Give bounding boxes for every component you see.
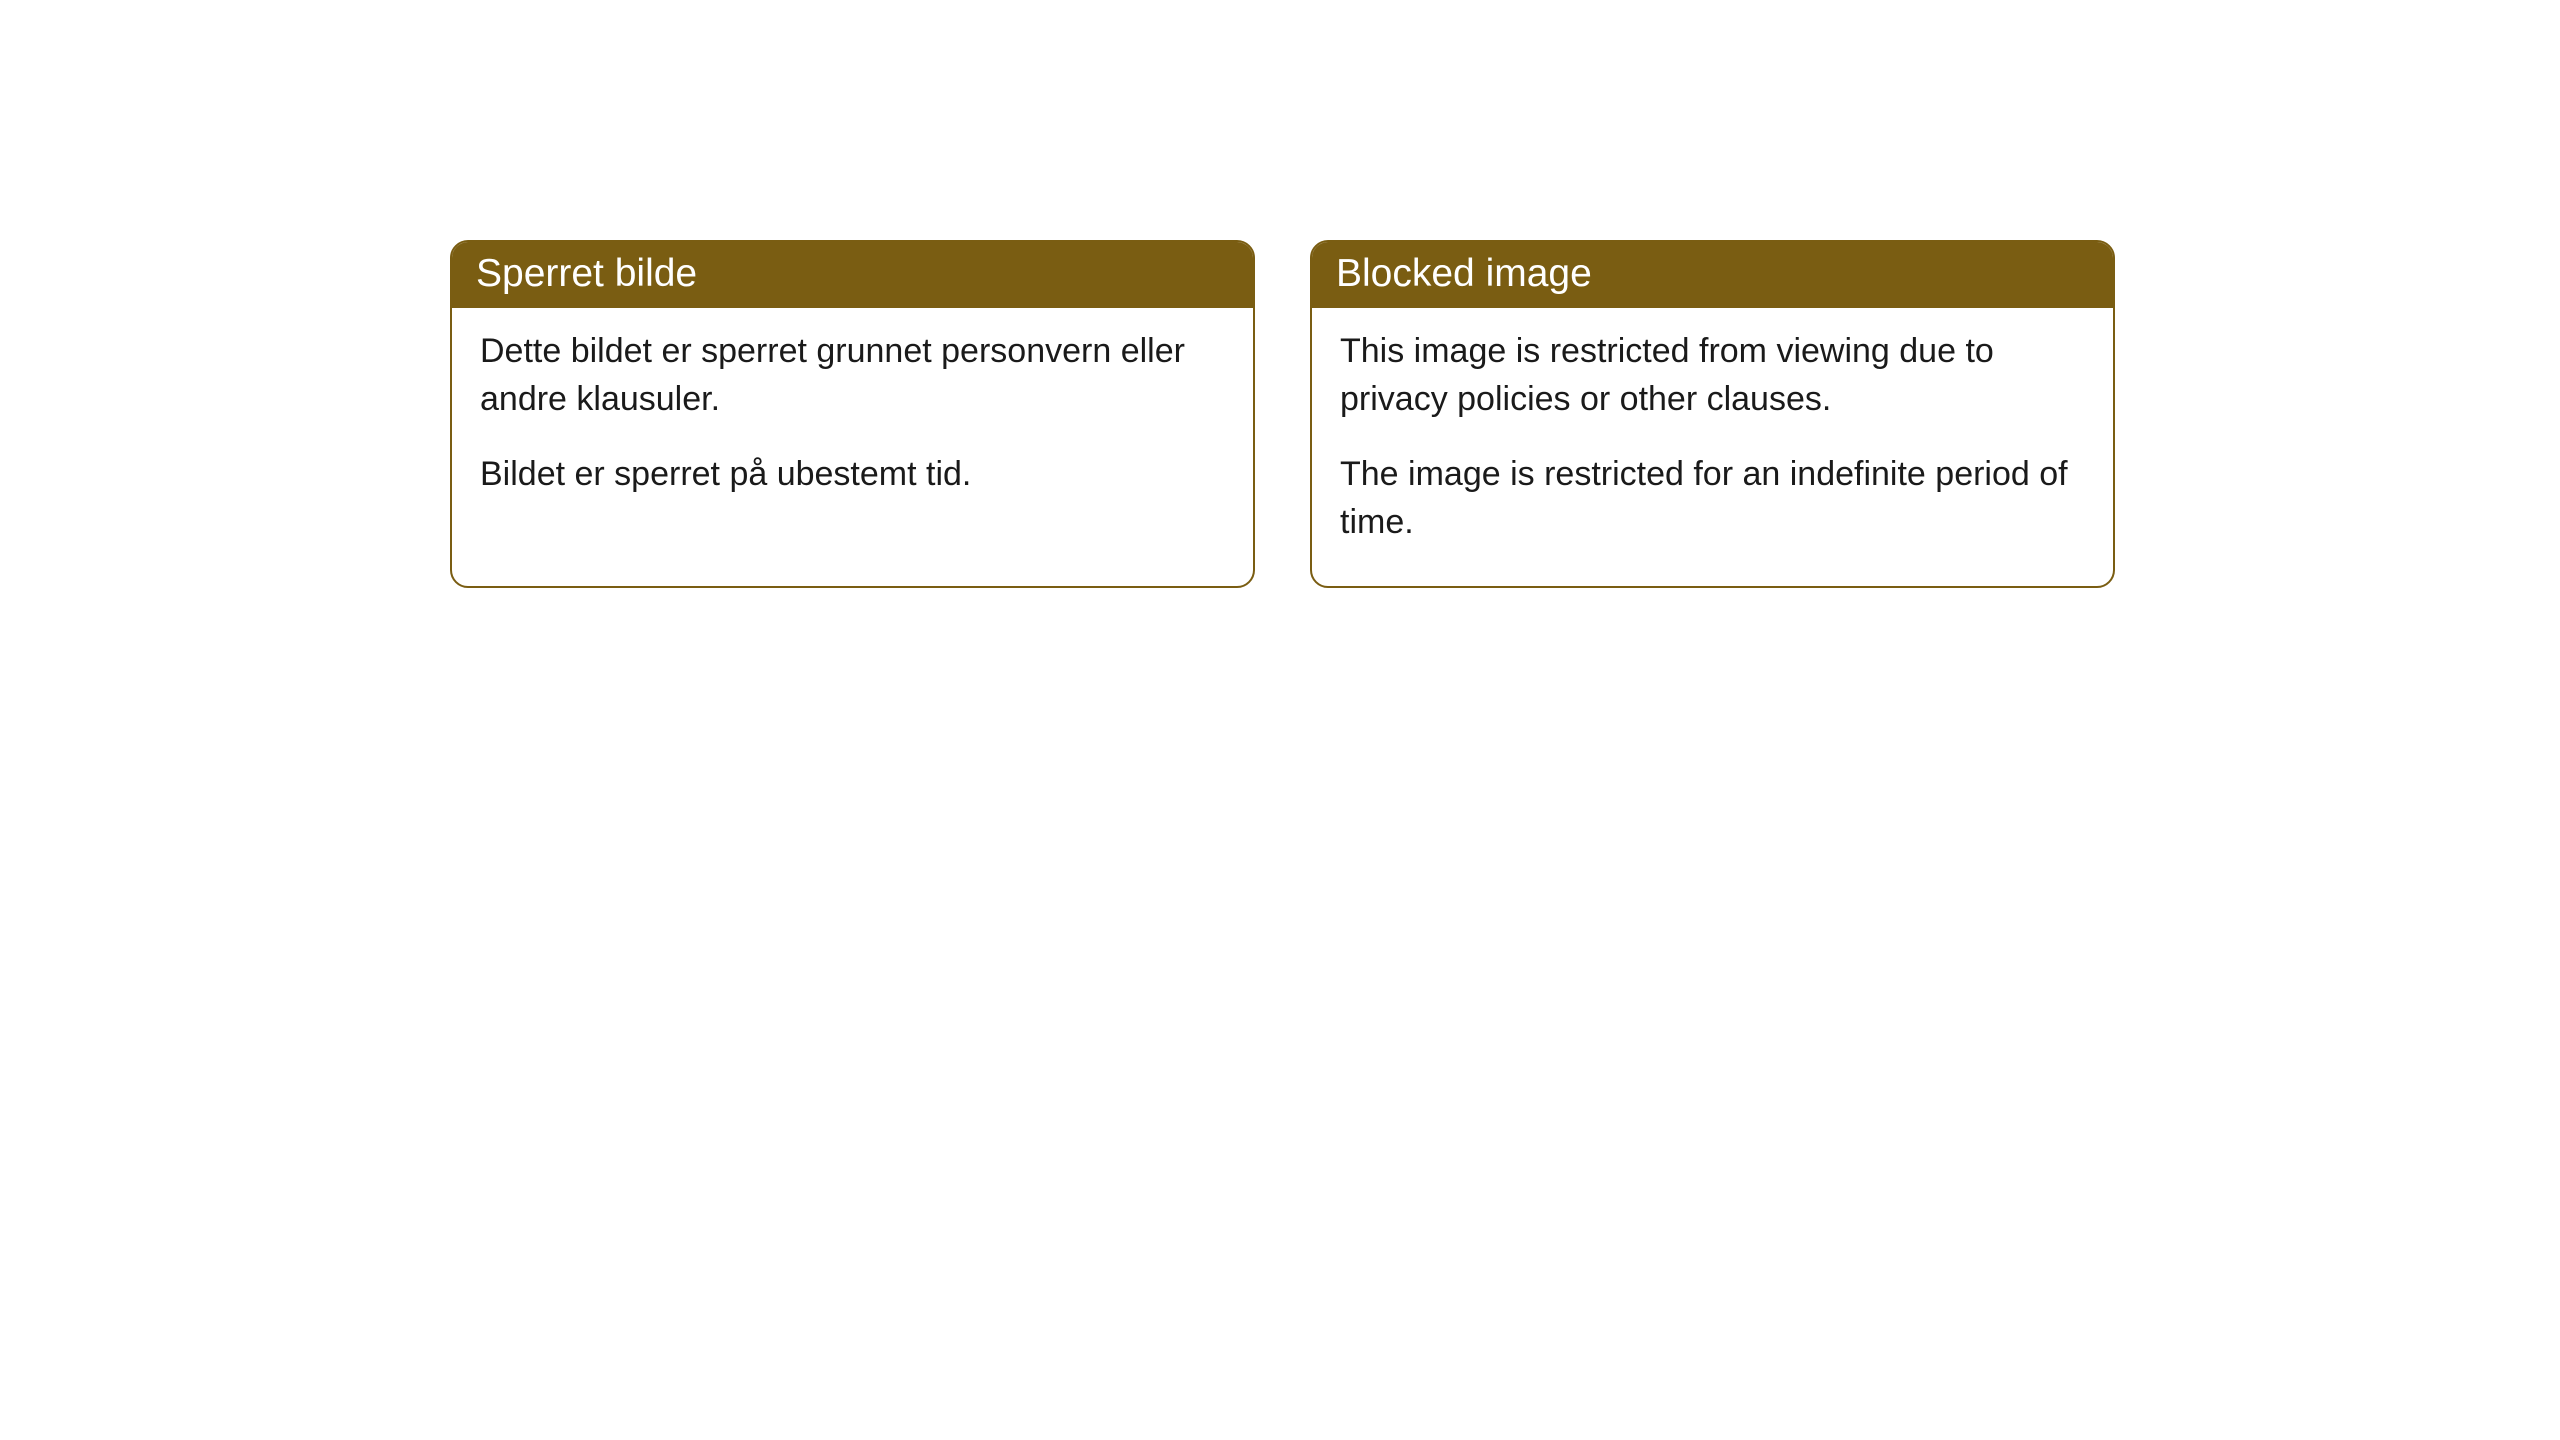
card-paragraph: The image is restricted for an indefinit… — [1340, 451, 2085, 546]
card-paragraph: Dette bildet er sperret grunnet personve… — [480, 328, 1225, 423]
notice-card-english: Blocked image This image is restricted f… — [1310, 240, 2115, 588]
notice-card-norwegian: Sperret bilde Dette bildet er sperret gr… — [450, 240, 1255, 588]
notice-cards-container: Sperret bilde Dette bildet er sperret gr… — [450, 240, 2115, 588]
card-body-english: This image is restricted from viewing du… — [1312, 308, 2113, 586]
card-title: Sperret bilde — [476, 252, 697, 295]
card-paragraph: Bildet er sperret på ubestemt tid. — [480, 451, 1225, 499]
card-title: Blocked image — [1336, 252, 1592, 295]
card-header-norwegian: Sperret bilde — [452, 242, 1253, 308]
card-header-english: Blocked image — [1312, 242, 2113, 308]
card-body-norwegian: Dette bildet er sperret grunnet personve… — [452, 308, 1253, 539]
card-paragraph: This image is restricted from viewing du… — [1340, 328, 2085, 423]
